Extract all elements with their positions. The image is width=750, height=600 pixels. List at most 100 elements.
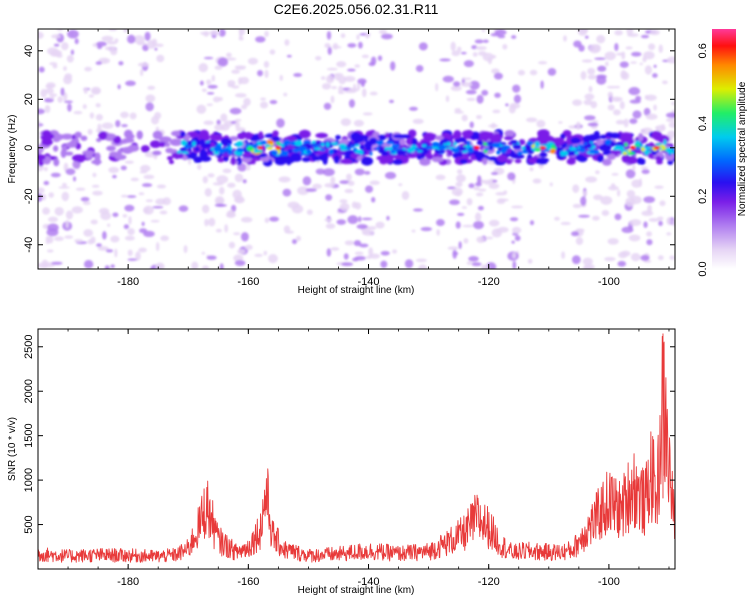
spectrogram-hotspot [629,145,636,150]
y-tick-label: 1500 [23,423,35,447]
spectrogram-noise-cell [107,223,111,227]
spectrogram-noise-cell [457,46,462,53]
spectrogram-noise-cell [320,76,326,80]
spectrogram-noise-cell [156,54,165,63]
spectrogram-noise-cell [48,93,58,97]
spectrogram-band-peak [443,143,447,146]
spectrogram-band-peak [387,146,393,151]
spectrogram-noise-cell [120,194,128,198]
spectrogram-noise-cell [630,61,637,64]
spectrogram-noise-cell [362,112,373,116]
spectrogram-noise-cell [291,239,297,245]
spectrogram-noise-cell [217,57,229,67]
spectrogram-noise-cell [47,47,59,55]
spectrogram-noise-cell [336,61,347,68]
spectrogram-noise-cell [505,103,509,107]
spectrogram-noise-cell [228,209,235,218]
spectrogram-band-cell [541,135,554,141]
spectrogram-band-cell [158,141,167,148]
spectrogram-noise-cell [343,253,349,260]
spectrogram-noise-cell [343,75,356,82]
spectrogram-band-peak [634,144,641,149]
figure-title: C2E6.2025.056.02.31.R11 [274,1,439,17]
spectrogram-noise-cell [218,29,226,37]
spectrogram-noise-cell [503,190,508,195]
spectrogram-noise-cell [145,102,154,112]
snr-y-ticks: 500 1000 1500 2000 2500 [23,335,675,534]
x-tick-label: -140 [358,276,380,288]
spectrogram-noise-cell [327,46,332,55]
spectrogram-band-peak [488,145,494,151]
spectrogram-noise-cell [331,86,337,90]
spectrogram-band-cell [518,139,526,146]
spectrogram-noise-cell [623,118,629,128]
spectrogram-noise-cell [234,121,240,129]
spectrogram-noise-cell [339,180,351,185]
x-tick-label: -180 [117,276,139,288]
spectrogram-noise-cell [611,173,619,176]
spectrogram-noise-cell [152,205,164,209]
spectrogram-noise-cell [74,38,79,45]
spectrogram-noise-cell [243,97,251,107]
spectrogram-noise-cell [415,258,428,263]
spectrogram-noise-cell [584,93,595,101]
spectrogram-noise-cell [108,29,118,32]
spectrogram-noise-cell [592,120,599,123]
spectrogram-noise-cell [652,73,658,78]
spectrogram-band-cell [158,136,172,143]
spectrogram-noise-cell [347,215,359,225]
spectrogram-noise-cell [295,235,301,242]
spectrogram-noise-cell [476,236,485,243]
spectrogram-noise-cell [44,104,51,114]
spectrogram-noise-cell [104,265,110,269]
spectrogram-band-peak [369,150,373,156]
spectrogram-noise-cell [341,262,354,267]
spectrogram-noise-cell [286,54,292,58]
spectrogram-band-cell [52,145,59,152]
spectrogram-band-peak [181,151,189,155]
spectrogram-noise-cell [208,217,216,227]
colorbar-ticks: 0.0 0.2 0.4 0.6 [697,43,709,276]
spectrogram-noise-cell [90,86,101,95]
spectrogram-noise-cell [631,51,642,57]
spectrogram-noise-cell [237,163,247,172]
spectrogram-hotspot [473,145,480,150]
spectrogram-noise-cell [312,183,323,190]
spectrogram-band-peak [386,141,395,145]
spectrogram-noise-cell [127,258,138,261]
spectrogram-noise-cell [435,82,439,92]
spectrogram-noise-cell [203,56,214,60]
spectrogram-noise-cell [242,179,247,184]
spectrogram-noise-cell [578,214,590,218]
spectrogram-noise-cell [359,243,369,248]
spectrogram-noise-cell [322,168,335,177]
spectrogram-noise-cell [478,188,487,192]
spectrogram-noise-cell [491,68,500,74]
spectrogram-band-peak [265,139,274,145]
spectrogram-noise-cell [227,182,236,188]
spectrogram-noise-cell [631,179,642,188]
spectrogram-noise-cell [264,217,270,223]
spectrogram-noise-cell [102,231,107,240]
spectrogram-noise-cell [147,85,156,90]
spectrogram-noise-cell [219,263,224,269]
spectrogram-noise-cell [356,34,360,41]
spectrogram-band-cell [210,133,217,141]
spectrogram-band-cell [400,156,410,162]
spectrogram-noise-cell [65,168,76,175]
spectrogram-band-cell [41,138,53,146]
spectrogram-noise-cell [241,104,248,110]
spectrogram-noise-cell [82,201,91,206]
spectrogram-x-ticks: -180 -160 -140 -120 -100 [37,29,670,288]
spectrogram-noise-cell [283,225,291,233]
spectrogram-band-peak [328,149,334,155]
y-tick-label: -40 [23,237,35,253]
spectrogram-noise-cell [87,128,93,135]
spectrogram-noise-cell [537,61,548,65]
spectrogram-band-cell [136,130,143,140]
spectrogram-noise-cell [629,219,642,227]
spectrogram-band-cell [340,158,353,165]
spectrogram-band-peak [486,141,494,145]
spectrogram-band-cell [193,156,203,164]
spectrogram-noise-cell [83,229,94,237]
